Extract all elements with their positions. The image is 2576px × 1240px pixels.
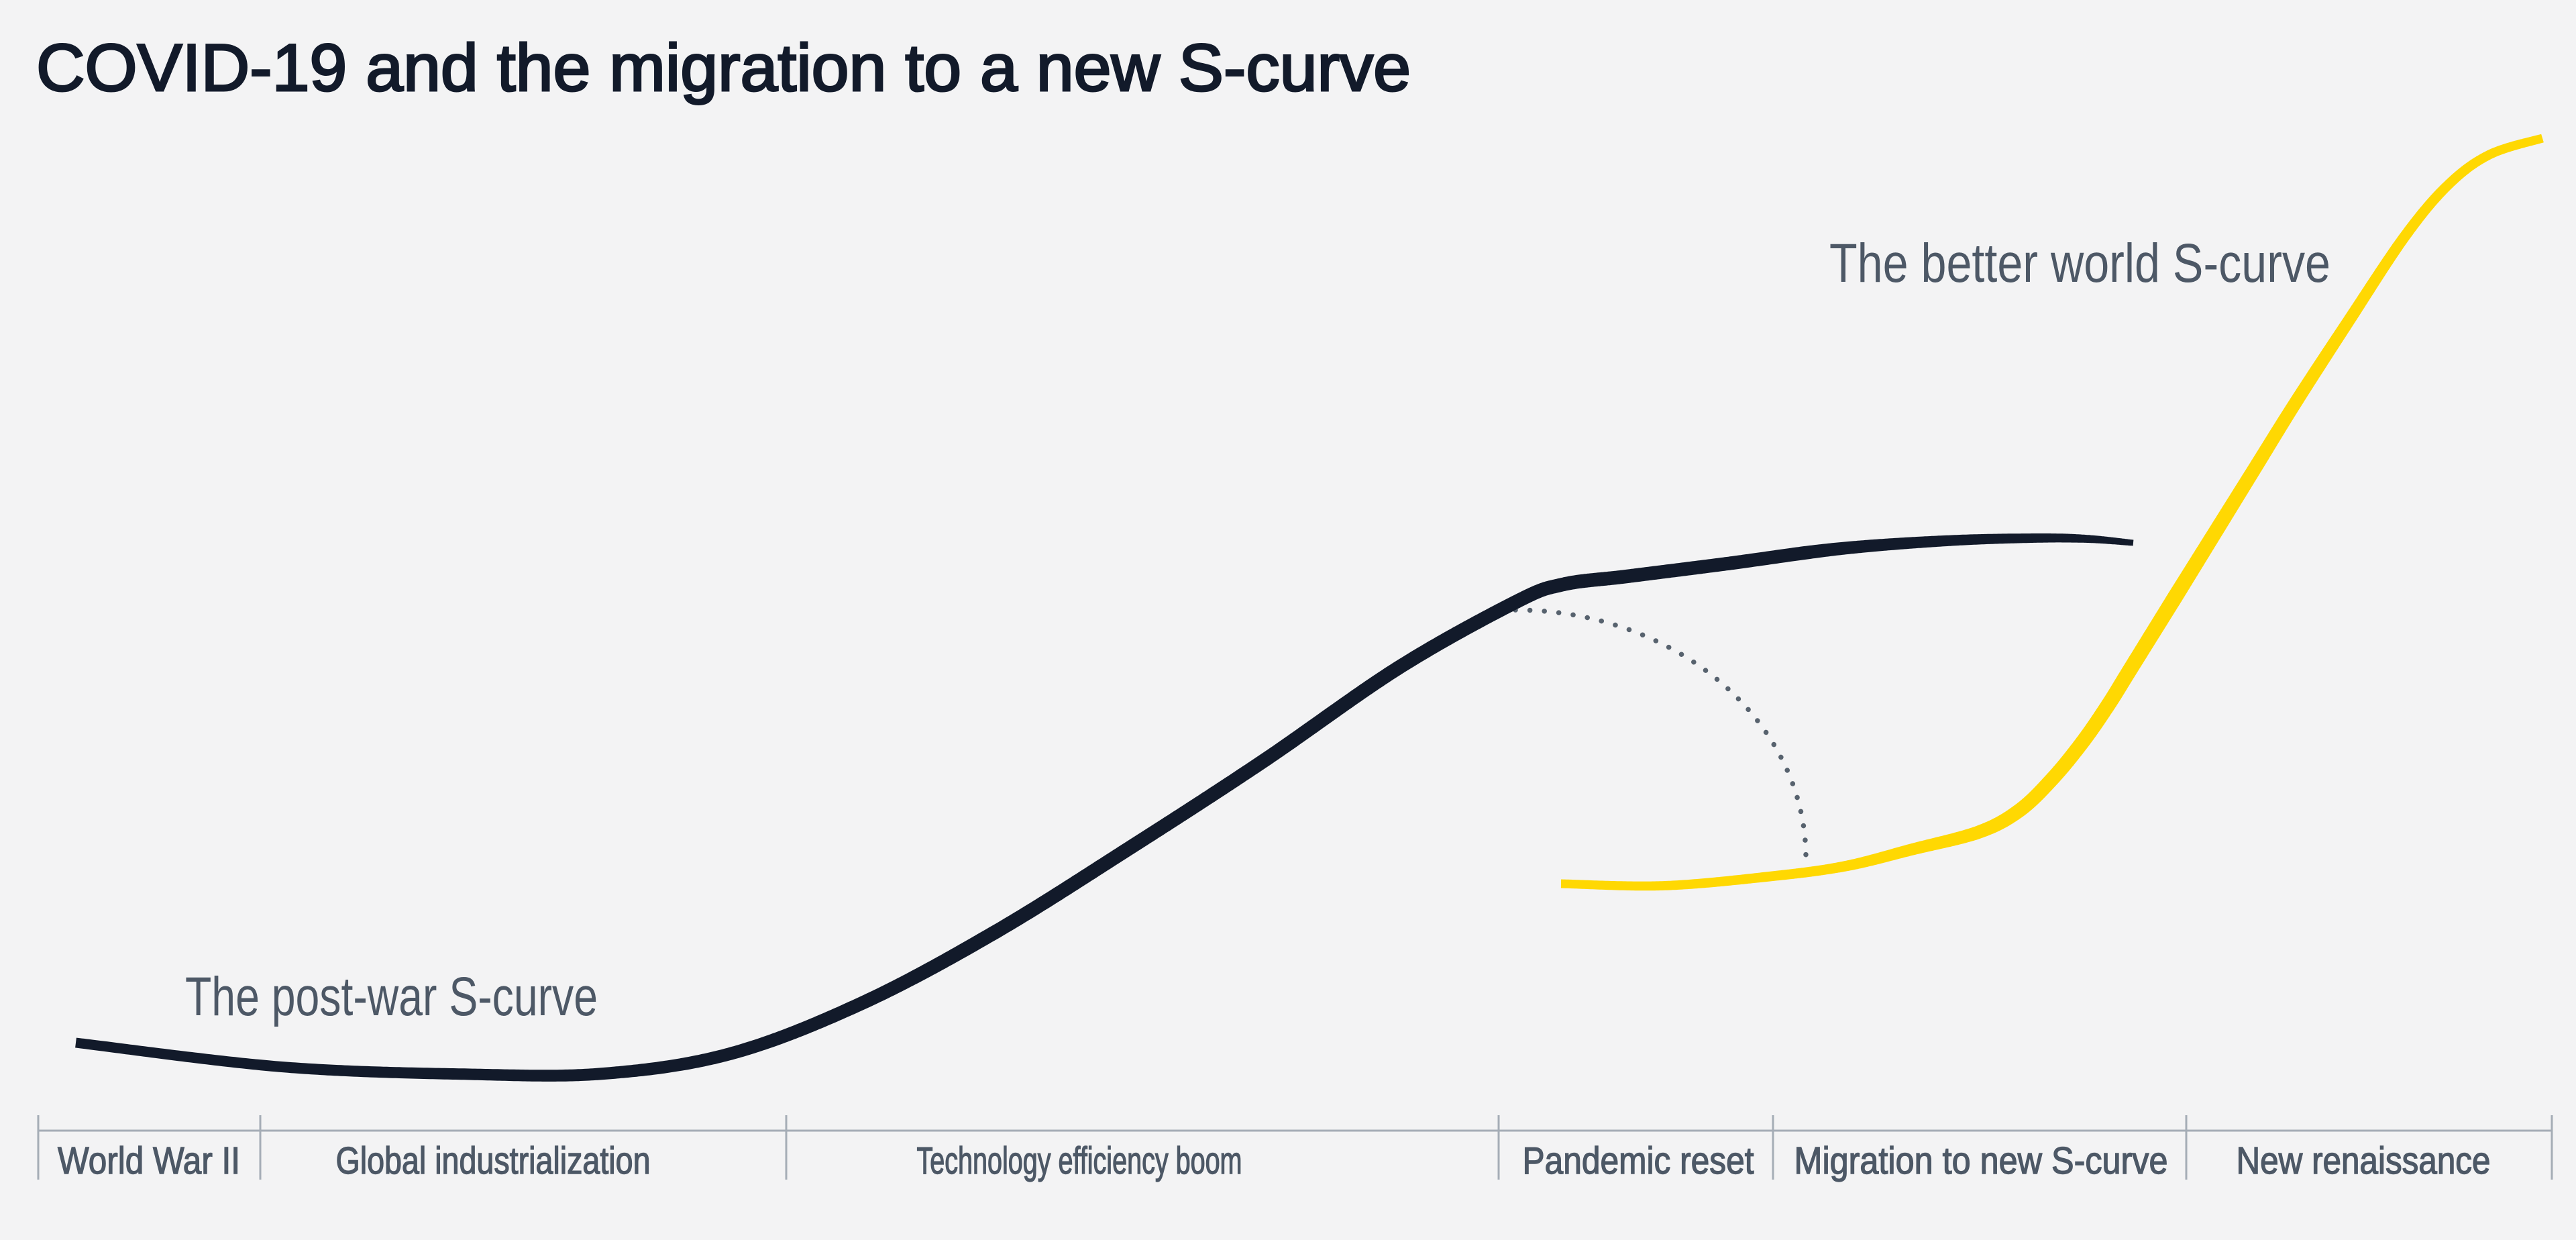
svg-text:COVID-19 and the migration to: COVID-19 and the migration to a new S-cu… (36, 30, 1411, 105)
svg-text:Global industrialization: Global industrialization (336, 1139, 651, 1182)
svg-text:Migration to new S-curve: Migration to new S-curve (1794, 1139, 2168, 1182)
svg-text:The better world S-curve: The better world S-curve (1829, 233, 2330, 294)
svg-text:New renaissance: New renaissance (2237, 1139, 2491, 1182)
svg-text:Technology efficiency boom: Technology efficiency boom (917, 1139, 1242, 1182)
svg-text:Pandemic reset: Pandemic reset (1523, 1139, 1754, 1182)
svg-text:World War II: World War II (58, 1139, 240, 1182)
svg-text:The post-war S-curve: The post-war S-curve (185, 966, 598, 1027)
